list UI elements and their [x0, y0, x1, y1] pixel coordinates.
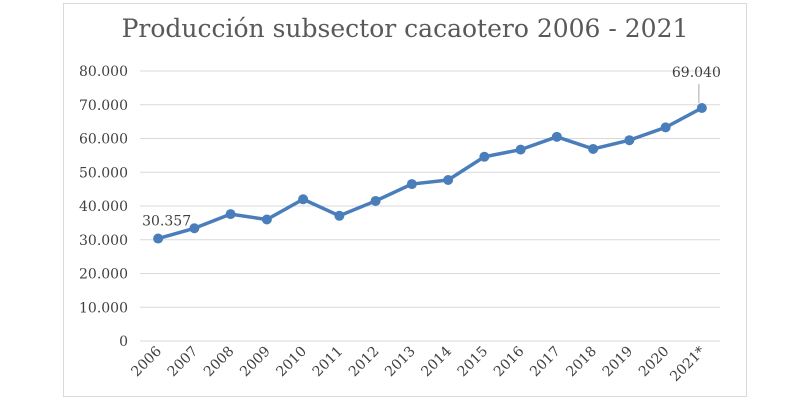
data-point: [696, 102, 707, 113]
data-point: [406, 179, 417, 190]
chart-title: Producción subsector cacaotero 2006 - 20…: [121, 14, 689, 43]
y-tick-label: 40.000: [79, 199, 128, 215]
y-tick-label: 60.000: [79, 132, 128, 148]
x-tick-label: 2011: [310, 344, 347, 381]
y-tick-labels: 0 10.000 20.000 30.000 40.000 50.000 60.000 70.…: [79, 64, 128, 350]
data-point: [189, 223, 200, 234]
x-tick-label: 2006: [128, 343, 165, 380]
data-point: [515, 144, 526, 155]
data-label: 69.040: [672, 65, 721, 81]
y-tick-label: 30.000: [79, 233, 128, 249]
data-point: [370, 195, 381, 206]
x-tick-label: 2016: [491, 343, 528, 380]
x-tick-label: 2017: [527, 344, 564, 381]
x-tick-label: 2009: [237, 344, 274, 381]
data-labels: 30.357 69.040: [142, 65, 721, 230]
data-point: [551, 131, 562, 142]
y-tick-label: 20.000: [79, 267, 128, 283]
x-tick-label: 2018: [563, 344, 600, 381]
data-point: [588, 143, 599, 154]
data-label: 30.357: [142, 214, 191, 230]
x-tick-label: 2012: [346, 344, 383, 381]
data-point: [225, 209, 236, 220]
x-tick-label: 2014: [418, 343, 455, 380]
data-point: [479, 151, 490, 162]
x-tick-label: 2007: [165, 344, 202, 381]
data-point: [261, 214, 272, 225]
x-tick-labels: 2006 2007 2008 2009 2010 2011 2012 2013 2014 2015…: [128, 343, 708, 385]
x-tick-label: 2010: [273, 344, 310, 381]
data-point: [153, 233, 164, 244]
x-tick-label: 2008: [201, 344, 238, 381]
x-tick-label: 2019: [600, 344, 637, 381]
data-point: [624, 135, 635, 146]
series-group: [153, 102, 707, 244]
chart-frame: [63, 3, 747, 397]
data-point: [334, 210, 345, 221]
x-tick-label: 2013: [382, 344, 419, 381]
y-tick-label: 10.000: [79, 300, 128, 316]
data-point: [298, 194, 309, 205]
x-tick-label: 2021*: [667, 344, 708, 385]
y-tick-label: 70.000: [79, 98, 128, 114]
x-tick-label: 2015: [455, 344, 492, 381]
data-point: [443, 175, 454, 186]
y-tick-label: 0: [119, 334, 128, 350]
data-point: [660, 122, 671, 133]
series-line: [156, 106, 704, 241]
gridlines: [140, 70, 720, 342]
y-tick-label: 80.000: [79, 64, 128, 80]
y-tick-label: 50.000: [79, 165, 128, 181]
